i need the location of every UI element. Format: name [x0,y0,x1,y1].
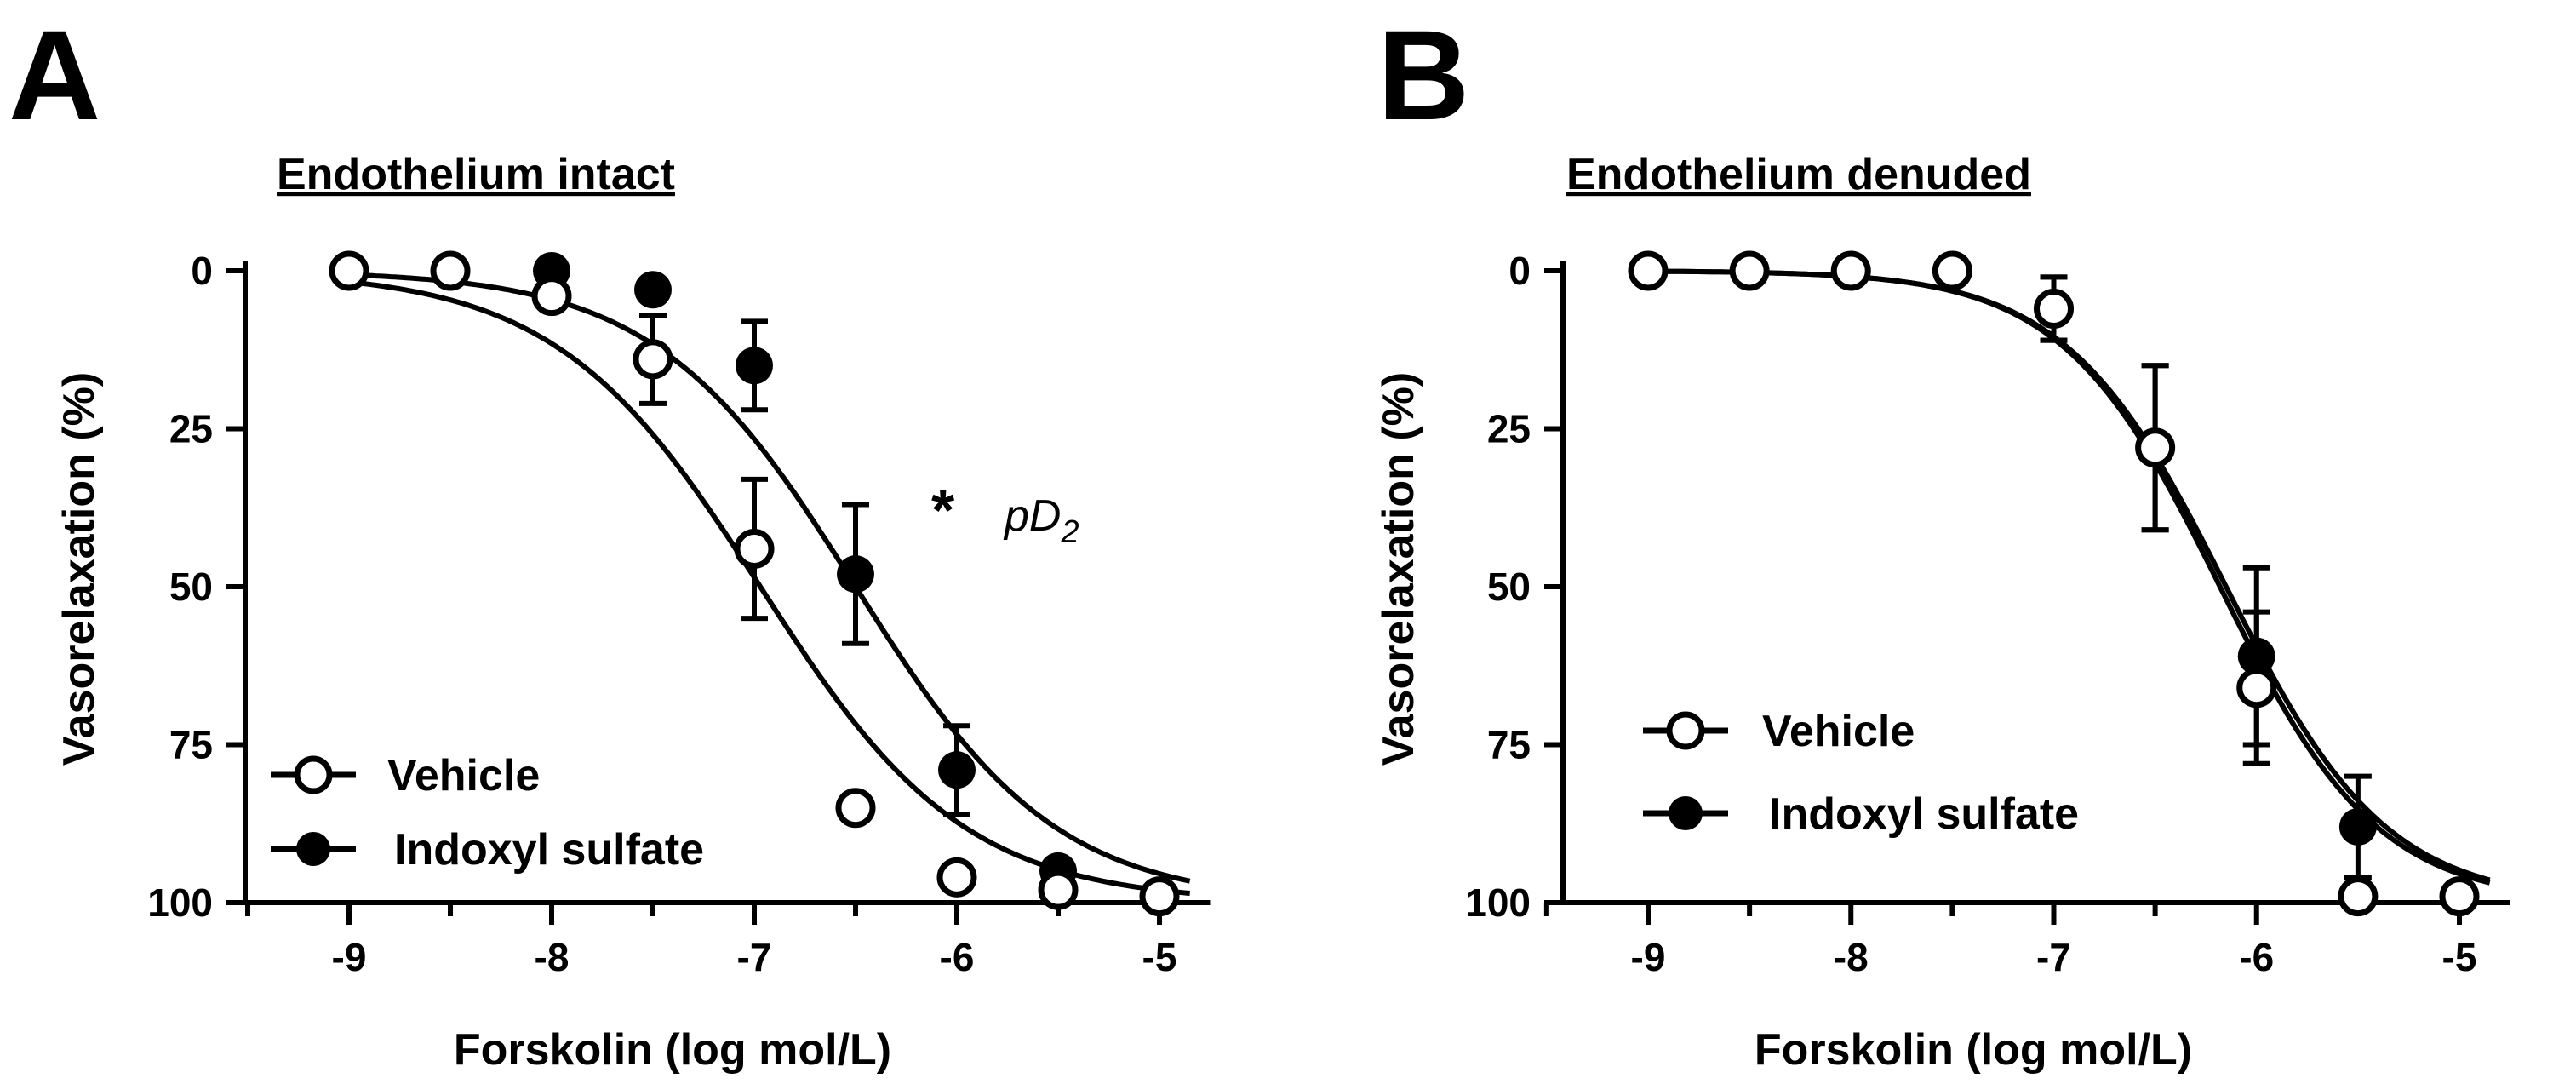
legend-indoxyl-label: Indoxyl sulfate [1769,789,2079,839]
svg-text:pD2: pD2 [1003,491,1079,550]
legend-item-indoxyl-sulfate: Indoxyl sulfate [271,825,704,875]
x-tick-label: -7 [2036,935,2071,979]
panel-a-plot: 0 25 50 75 100 -9 -8 -7 -6 -5 [147,249,1211,979]
legend-item-indoxyl-sulfate: Indoxyl sulfate [1643,789,2079,839]
panel-b-plot: 0 25 50 75 100 -9 -8 -7 -6 -5 [1465,249,2510,979]
y-tick-label: 25 [169,407,213,451]
data-point-indoxyl-sulfate [837,555,874,594]
data-point-vehicle [2034,289,2074,330]
legend-vehicle-marker [1666,711,1705,750]
y-tick-label: 75 [169,723,213,767]
x-tick-label: -8 [1834,935,1869,979]
legend-vehicle-label: Vehicle [1762,707,1915,756]
data-point-vehicle [633,339,673,380]
panel-a-letter: A [9,3,100,146]
y-tick-label: 0 [1508,249,1531,293]
panel-a: A Endothelium intact Vasorelaxation (%) … [9,3,1211,1075]
y-tick-label: 100 [147,880,213,925]
panel-b-legend: Vehicle Indoxyl sulfate [1643,707,2079,839]
y-tick-label: 50 [169,565,213,609]
panel-b-title: Endothelium denuded [1566,150,2031,199]
data-point-indoxyl-sulfate [2338,807,2377,846]
legend-indoxyl-marker [296,832,330,866]
y-tick-label: 100 [1465,880,1531,925]
legend-vehicle-label: Vehicle [387,751,540,800]
x-tick-label: -8 [535,935,570,979]
y-tick-label: 25 [1487,407,1531,451]
panel-b-letter: B [1377,3,1469,146]
data-point-vehicle [2439,876,2480,917]
y-tick-label: 0 [191,249,213,293]
panel-b: B Endothelium denuded Vasorelaxation (%)… [1374,3,2510,1075]
legend-vehicle-marker [294,755,333,794]
y-tick-label: 75 [1487,723,1531,767]
data-point-vehicle [1139,876,1180,917]
x-tick-label: -5 [2442,935,2477,979]
data-point-vehicle [2338,876,2379,917]
data-point-indoxyl-sulfate [634,271,672,309]
panel-b-y-axis-label: Vasorelaxation (%) [1374,372,1423,766]
pd2-label: pD [1003,491,1061,541]
data-point-vehicle [936,857,977,898]
fit-curve-indoxyl-sulfate [348,272,1191,884]
x-tick-label: -6 [2239,935,2274,979]
fit-curve-indoxyl-sulfate [1647,268,2491,883]
panel-b-x-axis-label: Forskolin (log mol/L) [1755,1025,2192,1075]
data-point-vehicle [329,250,369,291]
data-point-vehicle [430,250,471,291]
legend-indoxyl-marker [1669,796,1703,830]
x-tick-label: -6 [940,935,975,979]
data-point-vehicle [2236,668,2277,708]
data-point-vehicle [734,528,775,569]
panel-a-legend: Vehicle Indoxyl sulfate [271,751,704,875]
x-tick-label: -5 [1142,935,1177,979]
data-point-vehicle [1729,250,1770,291]
legend-indoxyl-label: Indoxyl sulfate [394,825,704,875]
panel-a-x-axis-label: Forskolin (log mol/L) [454,1025,891,1075]
pd2-subscript: 2 [1060,514,1079,550]
panel-a-y-axis-label: Vasorelaxation (%) [54,372,104,766]
significance-star: * [931,477,955,543]
panel-a-annotation: * pD2 [931,477,1079,550]
y-tick-label: 50 [1487,565,1531,609]
data-point-indoxyl-sulfate [736,347,773,385]
x-tick-label: -7 [737,935,772,979]
data-point-vehicle [531,276,572,317]
data-point-vehicle [835,788,876,829]
legend-item-vehicle: Vehicle [1643,707,1915,756]
data-point-vehicle [1038,869,1079,910]
data-point-vehicle [2135,427,2176,468]
x-tick-label: -9 [1631,935,1666,979]
legend-item-vehicle: Vehicle [271,751,540,800]
data-point-vehicle [1830,250,1871,291]
x-tick-label: -9 [332,935,367,979]
data-point-vehicle [1932,250,1972,291]
data-point-indoxyl-sulfate [938,751,976,789]
panel-a-title: Endothelium intact [277,150,675,199]
data-point-vehicle [1628,250,1669,291]
